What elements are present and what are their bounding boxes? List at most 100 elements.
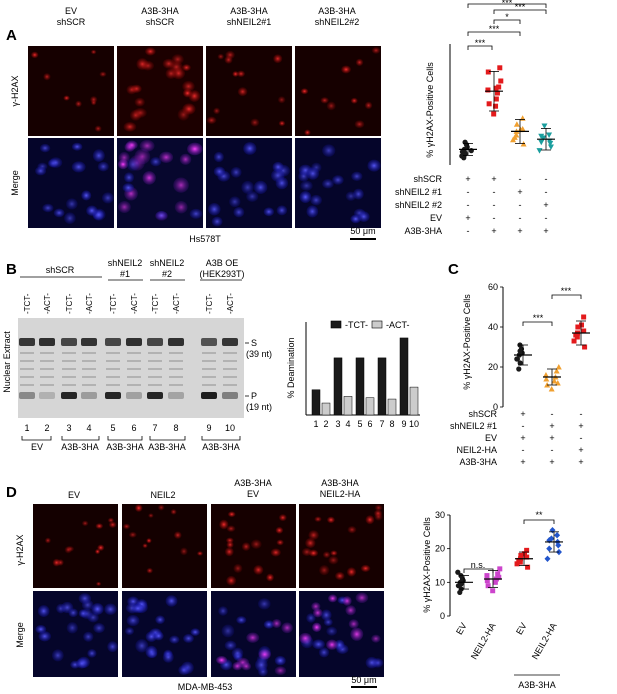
cell-nucleus [371, 46, 381, 54]
cell-nucleus [253, 565, 264, 575]
data-point [538, 139, 545, 146]
cell-nucleus [322, 551, 331, 559]
cell-nucleus [322, 179, 334, 189]
cell-nucleus [241, 542, 251, 551]
cell-nucleus [83, 631, 94, 642]
lane-label: -TCT- [151, 293, 160, 314]
substrate-band [168, 338, 184, 346]
smear-band [62, 384, 76, 386]
substrate-band [201, 338, 217, 346]
cell-nucleus [174, 200, 188, 214]
data-point [495, 571, 501, 577]
cell-nucleus [42, 203, 54, 213]
data-point [497, 65, 503, 71]
panel-a-col3-line1: A3B-3HA [230, 6, 268, 16]
panel-d-ylabel: % γH2AX-Positive Cells [422, 517, 432, 613]
data-point [525, 564, 531, 570]
data-point [511, 134, 518, 140]
sig-c-1: *** [533, 313, 544, 323]
data-point [546, 132, 553, 138]
cell-nucleus [270, 548, 281, 557]
cell-nucleus [314, 516, 322, 522]
cell-nucleus [122, 183, 135, 193]
cell-nucleus [145, 47, 156, 56]
cell-nucleus [360, 564, 371, 573]
cell-nucleus [236, 70, 246, 78]
data-point [555, 542, 562, 549]
panel-a-ylabel: % γH2AX-Positive Cells [425, 62, 435, 158]
panel-a-col3-line2: shNEIL2#1 [227, 17, 272, 27]
smear-band [202, 360, 216, 362]
cell-nucleus [328, 594, 338, 603]
cell-nucleus [304, 129, 311, 136]
cell-nucleus [101, 192, 114, 204]
cell-nucleus [224, 55, 233, 64]
panel-b-group3-line1: shNEIL2 [150, 258, 185, 268]
cell-nucleus [63, 95, 70, 101]
y-tick-label: 30 [435, 510, 445, 520]
cell-nucleus [43, 73, 51, 81]
cell-nucleus [173, 177, 189, 193]
cell-nucleus [299, 632, 312, 644]
smear-band [62, 360, 76, 362]
cell-nucleus [278, 514, 287, 522]
cell-nucleus [241, 180, 254, 194]
micrograph-d-h2ax-neil2 [122, 504, 207, 588]
cell-nucleus [250, 539, 262, 549]
cell-nucleus [374, 504, 383, 512]
cell-nucleus [52, 558, 61, 567]
lane-number: 3 [66, 423, 71, 433]
cell-nucleus [118, 152, 130, 164]
substrate-band [105, 338, 121, 346]
condition-label: A3B-3HA [404, 226, 442, 236]
cell-nucleus [371, 634, 381, 643]
smear-band [20, 384, 34, 386]
smear-band [106, 384, 120, 386]
condition-sign: - [551, 409, 554, 419]
panel-d-col4-line1: A3B-3HA [321, 478, 359, 488]
data-point [542, 372, 549, 378]
data-point [517, 126, 524, 133]
data-point [541, 123, 548, 129]
cell-nucleus [126, 85, 137, 95]
data-point [517, 348, 523, 354]
smear-band [223, 368, 237, 370]
x-tick-label: 3 [335, 419, 340, 429]
smear-band [127, 360, 141, 362]
data-point [582, 344, 588, 350]
cell-nucleus [165, 68, 177, 79]
sig-d-2: ** [535, 510, 543, 520]
cell-nucleus [66, 622, 78, 634]
y-tick-label: 40 [488, 322, 498, 332]
cell-nucleus [326, 101, 336, 111]
y-tick-label: 0 [493, 402, 498, 412]
band-p-label: P [251, 391, 257, 401]
condition-sign: + [517, 187, 522, 197]
cell-nucleus [90, 96, 98, 104]
cell-nucleus [96, 581, 102, 586]
micrograph-a-h2ax-ev [28, 46, 114, 136]
data-point [485, 69, 491, 75]
smear-band [20, 368, 34, 370]
panel-a-row-label-merge: Merge [10, 170, 20, 196]
cell-nucleus [86, 205, 98, 216]
data-point [496, 574, 502, 580]
substrate-band [19, 338, 35, 346]
legend-swatch-act [371, 320, 383, 329]
data-point [548, 386, 555, 392]
panel-c-dot-plot: 0 20 40 60 *** *** [488, 282, 590, 412]
data-point [546, 545, 553, 552]
bar [377, 357, 387, 416]
cell-nucleus [320, 97, 329, 104]
smear-band [82, 376, 96, 378]
x-tick-label: 8 [389, 419, 394, 429]
cell-nucleus [123, 172, 135, 183]
cell-nucleus [341, 65, 351, 74]
cell-nucleus [237, 87, 248, 97]
cell-nucleus [142, 171, 156, 185]
cell-nucleus [272, 161, 284, 173]
condition-sign: + [578, 445, 583, 455]
lane-number: 5 [110, 423, 115, 433]
cell-nucleus [39, 143, 51, 153]
